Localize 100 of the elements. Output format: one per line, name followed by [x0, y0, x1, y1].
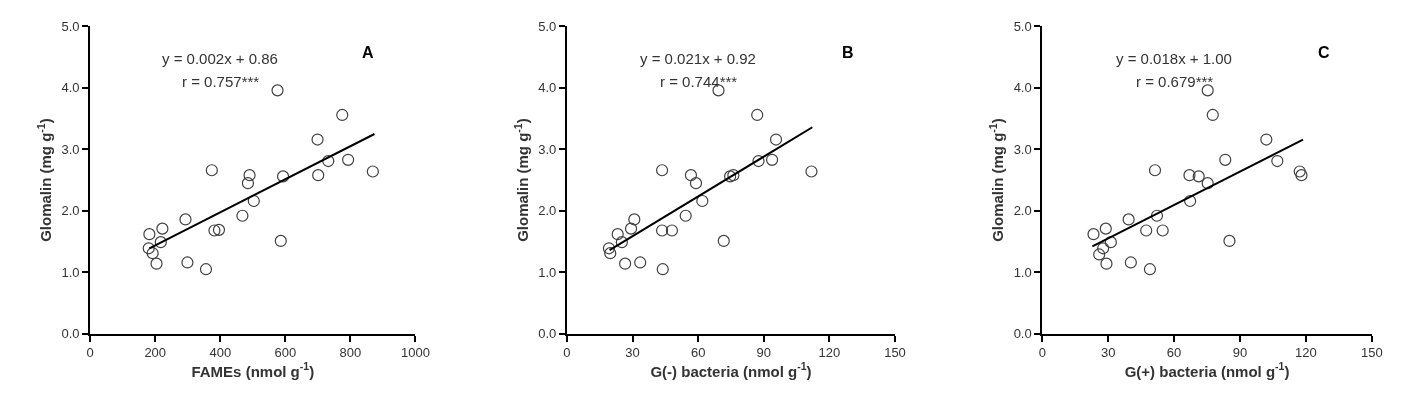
point: [769, 133, 783, 146]
y-tick-label: 5.0: [61, 19, 80, 34]
point: [1184, 194, 1197, 208]
point: [212, 223, 226, 236]
point: [150, 257, 163, 270]
point: [656, 263, 669, 276]
point: [1293, 165, 1306, 178]
point: [143, 228, 156, 241]
point: [655, 224, 669, 237]
point: [689, 177, 703, 190]
x-tick-label: 400: [209, 345, 232, 361]
point: [751, 108, 764, 122]
point: [276, 170, 290, 183]
point: [611, 228, 624, 241]
point: [342, 153, 355, 166]
point: [312, 169, 325, 182]
annotation: r = 0.744***: [660, 73, 738, 90]
y-tick-label: 1.0: [538, 264, 557, 280]
point: [1183, 169, 1196, 182]
point: [1206, 108, 1219, 122]
text: C: [1318, 44, 1330, 61]
x-tick-label: 0: [563, 345, 571, 361]
x-tick-label: 0: [1038, 345, 1046, 361]
point: [156, 222, 169, 235]
point: [1093, 248, 1106, 261]
point: [274, 234, 287, 248]
point: [619, 257, 632, 270]
y-tick-label: 2.0: [1013, 203, 1032, 219]
point: [1219, 153, 1232, 166]
point: [602, 242, 616, 255]
x-axis-title: FAMEs (nmol g$^{-1}$): [191, 360, 315, 380]
point: [311, 133, 324, 146]
annotation: y = 0.018x + 1.00: [1116, 50, 1232, 67]
point: [1148, 164, 1162, 177]
x-tick-label: 200: [144, 345, 167, 361]
point: [322, 154, 335, 168]
point: [241, 177, 255, 190]
point: [1260, 133, 1273, 146]
annotation: r = 0.757***: [182, 73, 260, 90]
point: [1100, 257, 1113, 270]
y-tick-label: 5.0: [1013, 19, 1032, 34]
point: [679, 209, 692, 222]
x-axis-title: G(+) bacteria (nmol g$^{-1}$): [1124, 360, 1290, 380]
point: [1097, 242, 1110, 255]
point: [1271, 154, 1284, 168]
point: [624, 222, 638, 235]
annotation: y = 0.021x + 0.92: [640, 50, 756, 67]
point: [1201, 177, 1214, 190]
y-tick-label: 4.0: [538, 80, 557, 96]
point: [655, 164, 669, 177]
point: [1087, 228, 1100, 241]
point: [243, 169, 256, 182]
point: [336, 108, 349, 122]
x-tick-label: 90: [1232, 345, 1248, 361]
point: [199, 263, 213, 276]
point: [1099, 222, 1112, 235]
y-tick-label: 3.0: [61, 141, 80, 157]
point: [181, 256, 194, 269]
x-tick-label: 600: [274, 345, 297, 361]
x-tick-label: 60: [690, 345, 706, 361]
point: [665, 224, 679, 237]
x-tick-label: 1000: [400, 345, 430, 361]
y-tick-label: 3.0: [1013, 141, 1032, 157]
point: [1223, 234, 1236, 248]
point: [1156, 224, 1169, 237]
annotation: y = 0.002x + 0.86: [162, 50, 278, 67]
y-tick-label: 3.0: [538, 141, 557, 157]
point: [366, 165, 379, 178]
point: [684, 169, 698, 182]
point: [615, 236, 628, 249]
y-tick-label: 2.0: [538, 203, 557, 219]
point: [1140, 224, 1153, 237]
y-tick-label: 2.0: [61, 203, 80, 219]
point: [154, 236, 167, 249]
point: [628, 213, 641, 226]
x-axis-title: G(-) bacteria (nmol g$^{-1}$): [650, 360, 812, 380]
x-tick-label: 150: [1360, 345, 1383, 361]
point: [205, 164, 218, 177]
point: [1143, 263, 1157, 276]
point: [752, 154, 765, 168]
x-tick-label: 800: [339, 345, 362, 361]
y-tick-label: 4.0: [61, 80, 80, 96]
point: [805, 165, 818, 178]
text: A: [362, 44, 374, 61]
y-tick-label: 0.0: [61, 326, 80, 342]
point: [179, 213, 192, 226]
x-tick-label: 120: [818, 345, 841, 361]
y-tick-label: 0.0: [538, 326, 557, 342]
point: [142, 242, 155, 255]
point: [1192, 170, 1205, 183]
point: [717, 234, 730, 248]
y-tick-label: 1.0: [1013, 264, 1032, 280]
point: [1122, 213, 1135, 226]
point: [696, 194, 709, 208]
point: [1104, 236, 1117, 249]
point: [146, 247, 159, 260]
x-tick-label: 30: [625, 345, 640, 361]
point: [604, 247, 617, 260]
x-tick-label: 120: [1295, 345, 1317, 361]
point: [271, 84, 284, 97]
